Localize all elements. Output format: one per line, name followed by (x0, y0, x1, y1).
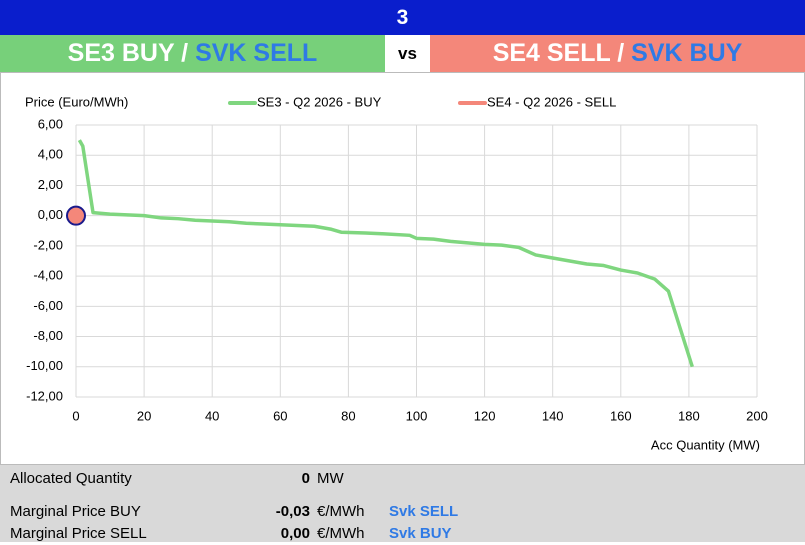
y-tick-label: 2,00 (38, 177, 63, 192)
footer-value: 0,00 (280, 525, 310, 542)
right-title-b: SVK BUY (631, 39, 743, 67)
y-axis-title: Price (Euro/MWh) (25, 94, 128, 109)
y-tick-label: -8,00 (33, 328, 63, 343)
footer-row: Allocated Quantity 0 MW (0, 468, 805, 490)
legend-label: SE3 - Q2 2026 - BUY (257, 94, 382, 109)
y-tick-label: -6,00 (33, 298, 63, 313)
y-tick-label: 6,00 (38, 116, 63, 131)
footer-value: -0,03 (275, 503, 310, 520)
vs: vs (386, 35, 429, 72)
y-tick-label: -12,00 (26, 388, 63, 403)
footer-link: Svk SELL (389, 503, 459, 520)
y-tick-label: 4,00 (38, 147, 63, 162)
footer-unit: €/MWh (317, 525, 365, 542)
x-axis-title: Acc Quantity (MW) (651, 437, 760, 452)
y-tick-label: -2,00 (33, 237, 63, 252)
chart: Price (Euro/MWh) Acc Quantity (MW) -12,0… (0, 72, 805, 465)
chart-frame (0, 72, 805, 465)
footer-label: Marginal Price SELL (10, 525, 147, 542)
footer-unit: €/MWh (317, 503, 365, 520)
right-title: SE4 SELL / SVK BUY (430, 35, 805, 72)
x-tick-label: 100 (406, 408, 428, 423)
series-point (66, 205, 86, 226)
footer-label: Allocated Quantity (10, 470, 132, 487)
left-title: SE3 BUY / SVK SELL (0, 35, 385, 72)
footer-value: 0 (301, 470, 310, 487)
footer (0, 465, 805, 542)
x-tick-label: 120 (474, 408, 496, 423)
footer-label: Marginal Price BUY (10, 503, 141, 520)
footer-row: Marginal Price SELL 0,00 €/MWh Svk BUY (0, 523, 805, 545)
x-tick-label: 40 (205, 408, 219, 423)
y-tick-label: -4,00 (33, 268, 63, 283)
header-number: 3 (0, 0, 805, 35)
x-tick-label: 60 (273, 408, 287, 423)
x-tick-label: 140 (542, 408, 564, 423)
x-tick-label: 160 (610, 408, 632, 423)
x-tick-label: 80 (341, 408, 355, 423)
legend-label: SE4 - Q2 2026 - SELL (487, 94, 616, 109)
left-title-a: SE3 BUY / (67, 39, 189, 67)
left-title-b: SVK SELL (195, 39, 318, 67)
y-tick-label: 0,00 (38, 207, 63, 222)
footer-unit: MW (317, 470, 344, 487)
y-tick-label: -10,00 (26, 358, 63, 373)
x-tick-label: 180 (678, 408, 700, 423)
series-line (77, 139, 694, 368)
x-tick-label: 20 (137, 408, 151, 423)
x-tick-label: 0 (72, 408, 79, 423)
right-title-a: SE4 SELL / (492, 39, 625, 67)
footer-link: Svk BUY (389, 525, 452, 542)
x-tick-label: 200 (746, 408, 768, 423)
footer-row: Marginal Price BUY -0,03 €/MWh Svk SELL (0, 501, 805, 523)
